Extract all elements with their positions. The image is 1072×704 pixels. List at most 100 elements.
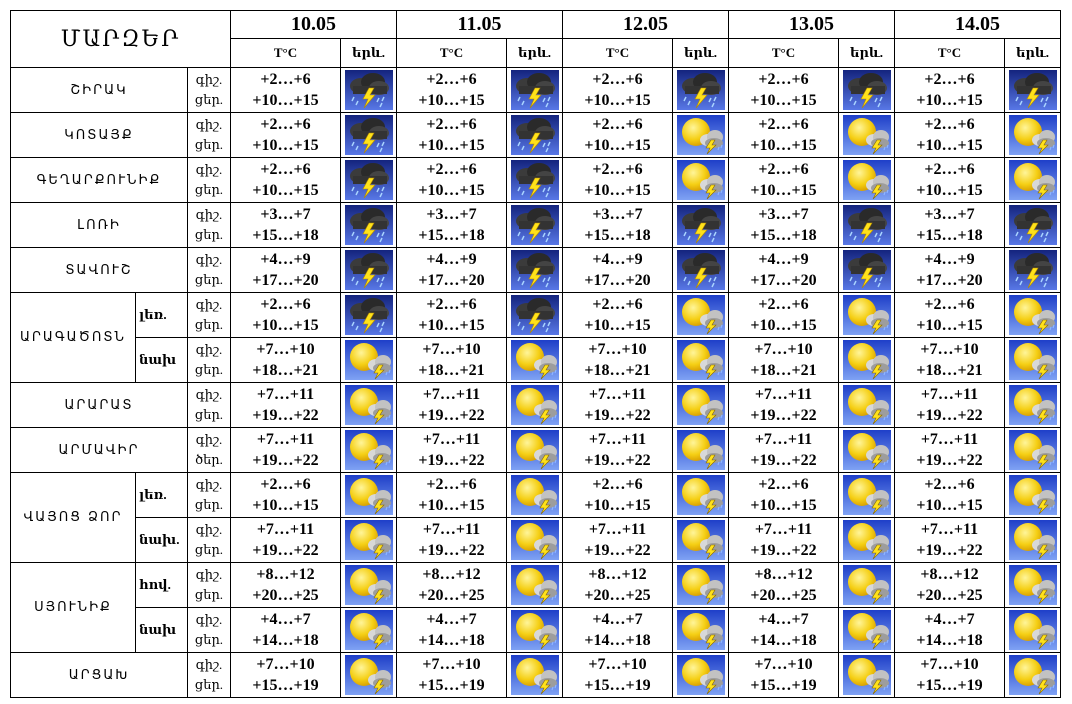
icon-cell: [340, 472, 397, 518]
temp-cell: +8…+12 +20…+25: [230, 562, 341, 608]
icon-part: [848, 231, 853, 237]
temp-cell: +2…+6 +10…+15: [230, 67, 341, 113]
icon-cell: [340, 607, 397, 653]
icon-part: [541, 97, 546, 103]
icon-cell: [506, 247, 563, 293]
icon-part: [372, 454, 385, 470]
icon-part: [378, 192, 383, 198]
icon-part: [387, 594, 391, 599]
icon-part: [380, 276, 385, 282]
icon-part: [882, 369, 889, 376]
temp-cell: +7…+10 +18…+21: [728, 337, 839, 383]
icon-part: [516, 321, 551, 333]
data-row: ՏԱՎՈՒՇ գիշ. ցեր. +4…+9 +17…+20 +4…+9 +17…+20 +4…: [10, 247, 1061, 293]
icon-part: [1048, 461, 1052, 466]
icon-part: [380, 96, 385, 102]
region-name: ՇԻՐԱԿ: [10, 67, 188, 113]
icon-part: [541, 142, 546, 148]
icon-part: [550, 369, 557, 376]
night-temp: +3…+7: [758, 206, 809, 223]
night-temp: +7…+11: [588, 431, 647, 448]
temp-cell: +4…+7 +14…+18: [728, 607, 839, 653]
icon-part: [716, 414, 723, 421]
icon-part: [350, 276, 385, 288]
temp-header: T°C: [396, 38, 507, 68]
day-temp: +10…+15: [750, 92, 817, 109]
icon-part: [1048, 639, 1055, 646]
sun-cloud-icon: [1008, 340, 1057, 380]
icon-part: [372, 589, 385, 605]
day-temp: +19…+22: [750, 407, 817, 424]
night-temp: +7…+11: [256, 431, 315, 448]
icon-part: [384, 369, 391, 376]
storm-icon: [676, 70, 725, 110]
icon-cell: [838, 202, 895, 248]
zone-name: նախ.: [135, 517, 188, 563]
day-temp: +19…+22: [750, 542, 817, 559]
sun-cloud-icon: [1008, 610, 1057, 650]
icon-part: [682, 231, 687, 237]
night-temp: +7…+11: [588, 386, 647, 403]
sun-cloud-icon: [1008, 115, 1057, 155]
icon-part: [882, 504, 889, 511]
sun-cloud-icon: [842, 520, 891, 560]
night-label: գիշ.: [195, 612, 223, 627]
icon-cell: [838, 247, 895, 293]
night-temp: +7…+10: [588, 341, 647, 358]
icon-cell: [506, 337, 563, 383]
icon-part: [1051, 459, 1055, 464]
icon-part: [372, 364, 385, 380]
day-temp: +10…+15: [750, 317, 817, 334]
day-temp: +19…+22: [584, 452, 651, 469]
icon-part: [527, 222, 542, 244]
day-temp: +10…+15: [916, 137, 983, 154]
icon-part: [870, 634, 883, 650]
night-temp: +7…+11: [920, 431, 979, 448]
icon-cell: [672, 427, 729, 473]
icon-part: [704, 634, 717, 650]
sun-cloud-icon: [842, 565, 891, 605]
night-label: գիշ.: [195, 387, 223, 402]
sun-cloud-icon: [344, 475, 393, 515]
icon-cell: [506, 202, 563, 248]
temp-header: T°C: [230, 38, 341, 68]
night-temp: +7…+10: [920, 656, 979, 673]
time-labels: գիշ. ցեր.: [187, 607, 231, 653]
icon-part: [380, 231, 385, 237]
icon-part: [1051, 684, 1055, 689]
icon-part: [882, 324, 889, 331]
icon-part: [870, 364, 883, 380]
day-temp: +18…+21: [916, 362, 983, 379]
night-label: գիշ.: [195, 477, 223, 492]
temp-cell: +2…+6 +10…+15: [562, 67, 673, 113]
icon-part: [550, 684, 557, 691]
day-temp: +18…+21: [252, 362, 319, 379]
icon-header: երև.: [672, 38, 729, 68]
icon-part: [716, 549, 723, 556]
icon-part: [885, 504, 889, 509]
night-temp: +8…+12: [754, 566, 813, 583]
sun-cloud-icon: [510, 475, 559, 515]
temp-cell: +3…+7 +15…+18: [230, 202, 341, 248]
icon-part: [1048, 326, 1052, 331]
icon-part: [716, 191, 720, 196]
storm-icon: [344, 160, 393, 200]
icon-part: [350, 96, 355, 102]
day-temp: +10…+15: [252, 182, 319, 199]
day-temp: +10…+15: [750, 182, 817, 199]
icon-part: [384, 416, 388, 421]
day-temp: +20…+25: [252, 587, 319, 604]
icon-part: [870, 454, 883, 470]
sun-cloud-icon: [676, 385, 725, 425]
day-label: ցեր.: [194, 227, 224, 242]
night-temp: +4…+7: [758, 611, 809, 628]
day-temp: +15…+19: [252, 677, 319, 694]
day-temp: +14…+18: [916, 632, 983, 649]
icon-part: [378, 327, 383, 333]
night-temp: +2…+6: [758, 71, 809, 88]
night-temp: +8…+12: [256, 566, 315, 583]
day-temp: +19…+22: [418, 542, 485, 559]
temp-cell: +7…+10 +18…+21: [562, 337, 673, 383]
icon-part: [361, 267, 376, 289]
icon-part: [350, 186, 355, 192]
